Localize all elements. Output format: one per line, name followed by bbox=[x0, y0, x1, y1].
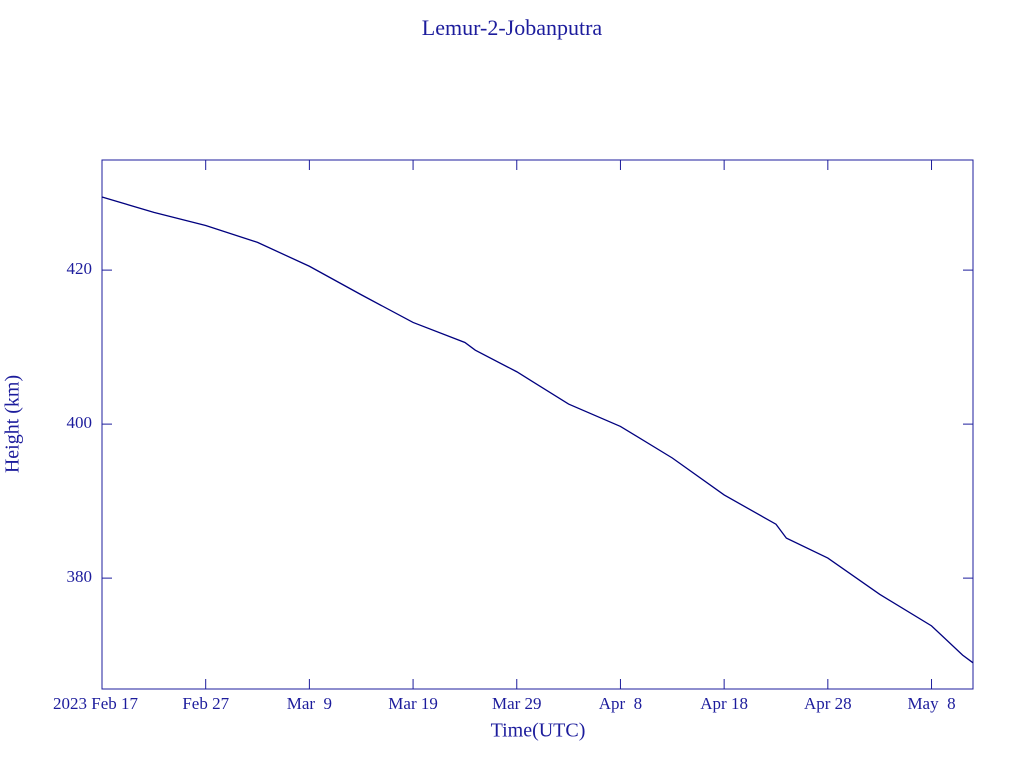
data-line bbox=[101, 196, 974, 664]
x-tick-label: Apr 8 bbox=[599, 694, 642, 713]
x-tick-label: Apr 18 bbox=[700, 694, 748, 713]
y-tick-label: 380 bbox=[67, 567, 93, 586]
x-tick-label: May 8 bbox=[907, 694, 955, 713]
x-tick-label: Mar 29 bbox=[492, 694, 542, 713]
x-tick-label: Apr 28 bbox=[804, 694, 852, 713]
x-tick-label: Feb 27 bbox=[182, 694, 229, 713]
x-tick-label: Mar 9 bbox=[287, 694, 332, 713]
x-tick-label: Mar 19 bbox=[388, 694, 438, 713]
y-tick-label: 400 bbox=[67, 413, 93, 432]
x-axis-title: Time(UTC) bbox=[491, 720, 586, 742]
y-tick-label: 420 bbox=[67, 259, 93, 278]
plot-frame bbox=[101, 159, 974, 690]
chart-title: Lemur-2-Jobanputra bbox=[422, 15, 603, 40]
y-axis-title: Height (km) bbox=[2, 375, 24, 473]
x-tick-label: 2023 Feb 17 bbox=[53, 694, 139, 713]
